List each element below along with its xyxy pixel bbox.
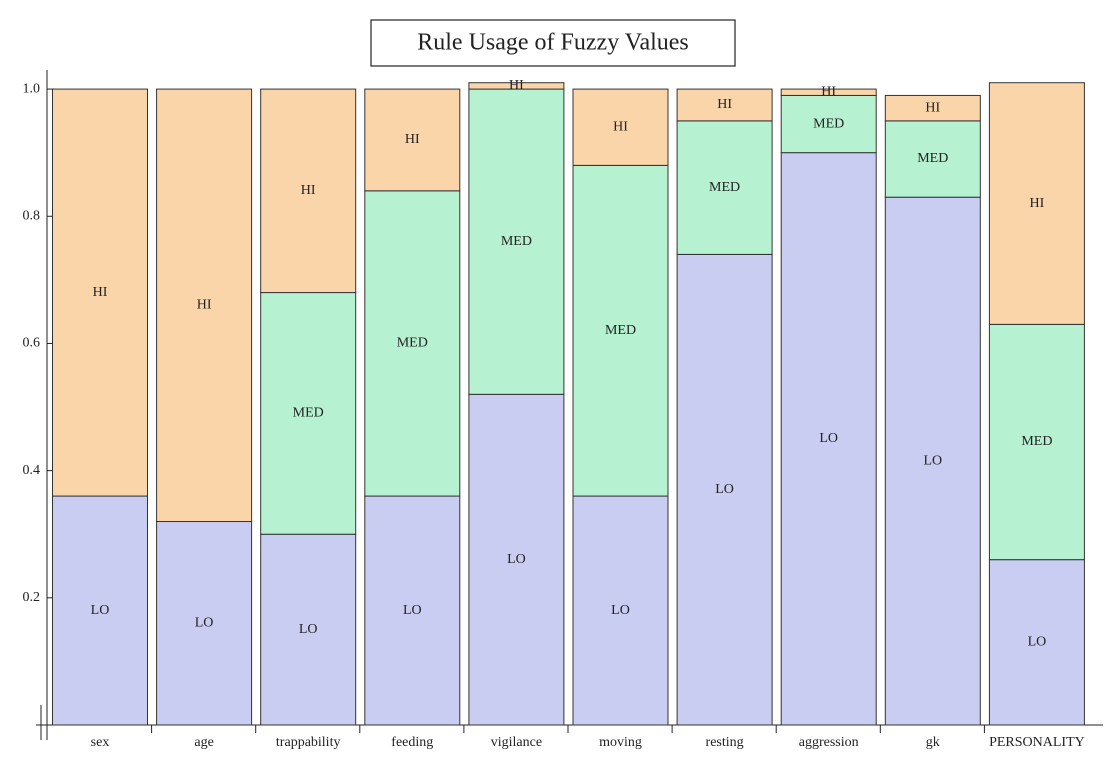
segment-label: LO (299, 622, 318, 637)
x-tick-label: age (194, 735, 213, 750)
bar-segment (676, 120, 773, 255)
x-tick-label: gk (926, 735, 940, 750)
bar-segment (468, 393, 565, 726)
y-tick-label: 0.8 (23, 208, 41, 223)
segment-label: LO (715, 482, 734, 497)
segment-label: HI (821, 84, 836, 99)
segment-label: HI (925, 100, 940, 115)
x-tick-label: aggression (799, 735, 859, 750)
segment-label: MED (293, 406, 324, 421)
bar-segment (468, 88, 565, 395)
segment-label: HI (93, 285, 108, 300)
segment-label: LO (1028, 635, 1047, 650)
segment-label: MED (813, 116, 844, 131)
segment-label: MED (605, 323, 636, 338)
bar-segment (988, 559, 1085, 726)
chart-title: Rule Usage of Fuzzy Values (417, 30, 689, 56)
bar-segment (156, 88, 253, 523)
segment-label: LO (507, 552, 526, 567)
segment-label: MED (501, 234, 532, 249)
segment-label: HI (197, 298, 212, 313)
segment-label: HI (509, 78, 524, 93)
title-box (370, 19, 736, 67)
y-tick-label: 0.2 (23, 590, 41, 605)
segment-label: LO (195, 615, 214, 630)
segment-label: HI (613, 119, 628, 134)
bar-segment (988, 82, 1085, 325)
y-tick-label: 1.0 (23, 81, 41, 96)
bar-segment (780, 94, 877, 154)
segment-label: LO (611, 603, 630, 618)
x-tick-label: vigilance (491, 735, 542, 750)
segment-label: LO (91, 603, 110, 618)
bar-segment (780, 88, 877, 96)
bar-segment (260, 533, 357, 726)
bar-segment (676, 88, 773, 122)
bar-segment (572, 164, 669, 497)
x-tick-label: moving (599, 735, 642, 750)
x-tick-label: feeding (391, 735, 433, 750)
bar-segment (884, 94, 981, 122)
bar-segment (364, 88, 461, 192)
bar-segment (468, 82, 565, 90)
segment-label: MED (917, 151, 948, 166)
x-tick-label: resting (706, 735, 744, 750)
segment-label: HI (405, 132, 420, 147)
bar-segment (884, 196, 981, 726)
bar-segment (260, 88, 357, 294)
segment-label: LO (819, 431, 838, 446)
segment-label: HI (1030, 196, 1045, 211)
bar-segment (52, 495, 148, 726)
bar-segment (156, 521, 253, 726)
bar-segment (572, 495, 669, 726)
segment-label: HI (301, 183, 316, 198)
x-tick-label: sex (91, 735, 110, 750)
x-tick-label: PERSONALITY (989, 735, 1085, 750)
bar-segment (52, 88, 148, 497)
bar-segment (676, 253, 773, 726)
bar-segment (780, 152, 877, 726)
bar-segment (364, 190, 461, 497)
bar-segment (572, 88, 669, 166)
segment-label: MED (397, 336, 428, 351)
segment-label: LO (403, 603, 422, 618)
segment-label: MED (709, 180, 740, 195)
x-tick-label: trappability (276, 735, 341, 750)
y-tick-label: 0.4 (23, 463, 41, 478)
bar-segment (988, 323, 1085, 561)
segment-label: HI (717, 97, 732, 112)
y-tick-label: 0.6 (23, 336, 41, 351)
segment-label: MED (1021, 434, 1052, 449)
segment-label: LO (923, 453, 942, 468)
bar-segment (884, 120, 981, 198)
bar-segment (364, 495, 461, 726)
